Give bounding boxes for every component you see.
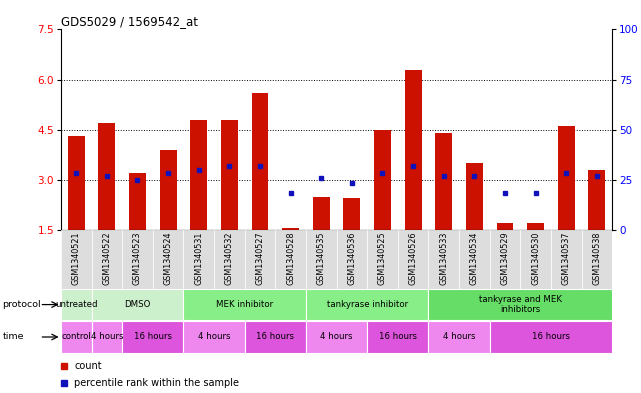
Bar xyxy=(527,223,544,230)
Bar xyxy=(428,290,612,320)
Bar xyxy=(428,230,459,289)
Bar xyxy=(428,321,490,353)
Bar xyxy=(306,290,428,320)
Bar xyxy=(183,321,245,353)
Bar xyxy=(61,230,92,289)
Bar xyxy=(245,321,306,353)
Text: GSM1340531: GSM1340531 xyxy=(194,231,203,285)
Bar xyxy=(129,173,146,230)
Text: 4 hours: 4 hours xyxy=(443,332,475,342)
Text: 4 hours: 4 hours xyxy=(198,332,230,342)
Bar xyxy=(190,119,207,230)
Bar xyxy=(92,290,183,320)
Text: GSM1340538: GSM1340538 xyxy=(592,231,601,285)
Bar xyxy=(374,130,391,230)
Bar xyxy=(404,70,422,230)
Bar xyxy=(153,230,183,289)
Bar xyxy=(68,136,85,230)
Text: tankyrase inhibitor: tankyrase inhibitor xyxy=(326,300,408,309)
Text: percentile rank within the sample: percentile rank within the sample xyxy=(74,378,239,387)
Bar xyxy=(251,93,269,230)
Text: control: control xyxy=(62,332,91,342)
Text: GSM1340523: GSM1340523 xyxy=(133,231,142,285)
Bar xyxy=(459,230,490,289)
Text: time: time xyxy=(3,332,24,342)
Bar xyxy=(466,163,483,230)
Bar xyxy=(221,119,238,230)
Text: GSM1340521: GSM1340521 xyxy=(72,231,81,285)
Text: 4 hours: 4 hours xyxy=(320,332,353,342)
Bar xyxy=(99,123,115,230)
Bar xyxy=(490,230,520,289)
Bar xyxy=(183,230,214,289)
Text: 16 hours: 16 hours xyxy=(532,332,570,342)
Text: GSM1340527: GSM1340527 xyxy=(256,231,265,285)
Text: MEK inhibitor: MEK inhibitor xyxy=(216,300,273,309)
Bar xyxy=(122,321,183,353)
Bar xyxy=(61,290,92,320)
Text: GDS5029 / 1569542_at: GDS5029 / 1569542_at xyxy=(61,15,198,28)
Bar xyxy=(245,230,275,289)
Text: DMSO: DMSO xyxy=(124,300,151,309)
Bar xyxy=(581,230,612,289)
Bar xyxy=(122,230,153,289)
Text: tankyrase and MEK
inhibitors: tankyrase and MEK inhibitors xyxy=(479,295,562,314)
Bar xyxy=(558,126,574,230)
Bar xyxy=(214,230,245,289)
Bar xyxy=(183,290,306,320)
Bar xyxy=(367,321,428,353)
Bar xyxy=(337,230,367,289)
Bar xyxy=(344,198,360,230)
Bar xyxy=(520,230,551,289)
Bar xyxy=(92,321,122,353)
Text: GSM1340536: GSM1340536 xyxy=(347,231,356,285)
Bar xyxy=(551,230,581,289)
Text: GSM1340522: GSM1340522 xyxy=(103,231,112,285)
Bar xyxy=(92,230,122,289)
Bar xyxy=(313,196,329,230)
Bar xyxy=(306,230,337,289)
Text: GSM1340530: GSM1340530 xyxy=(531,231,540,285)
Bar xyxy=(282,228,299,230)
Text: 16 hours: 16 hours xyxy=(134,332,172,342)
Text: GSM1340524: GSM1340524 xyxy=(163,231,172,285)
Bar xyxy=(306,321,367,353)
Bar xyxy=(275,230,306,289)
Text: 16 hours: 16 hours xyxy=(256,332,294,342)
Bar xyxy=(367,230,398,289)
Text: GSM1340529: GSM1340529 xyxy=(501,231,510,285)
Text: 16 hours: 16 hours xyxy=(379,332,417,342)
Text: GSM1340535: GSM1340535 xyxy=(317,231,326,285)
Bar xyxy=(160,150,176,230)
Text: untreated: untreated xyxy=(55,300,97,309)
Bar xyxy=(61,321,92,353)
Text: GSM1340537: GSM1340537 xyxy=(562,231,570,285)
Text: 4 hours: 4 hours xyxy=(90,332,123,342)
Text: GSM1340526: GSM1340526 xyxy=(408,231,417,285)
Bar xyxy=(588,170,605,230)
Bar xyxy=(435,133,452,230)
Bar xyxy=(398,230,428,289)
Bar xyxy=(490,321,612,353)
Text: protocol: protocol xyxy=(3,300,41,309)
Text: GSM1340534: GSM1340534 xyxy=(470,231,479,285)
Text: GSM1340532: GSM1340532 xyxy=(225,231,234,285)
Text: GSM1340533: GSM1340533 xyxy=(439,231,448,285)
Text: GSM1340525: GSM1340525 xyxy=(378,231,387,285)
Bar xyxy=(497,223,513,230)
Text: count: count xyxy=(74,361,102,371)
Text: GSM1340528: GSM1340528 xyxy=(286,231,295,285)
